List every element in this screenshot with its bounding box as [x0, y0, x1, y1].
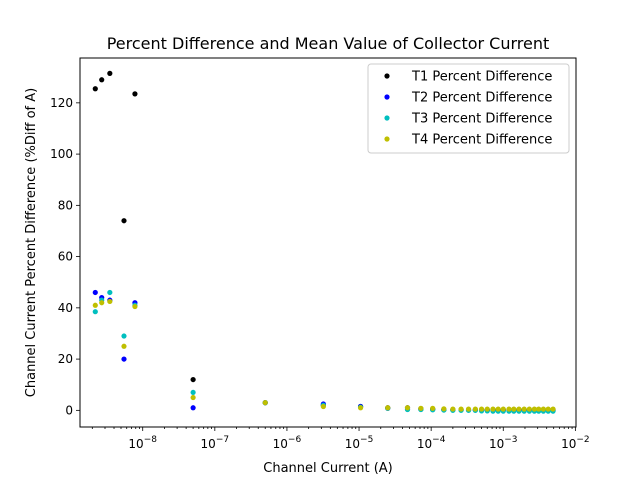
data-point	[190, 405, 196, 411]
x-axis-label: Channel Current (A)	[263, 461, 393, 476]
legend-label: T4 Percent Difference	[411, 133, 552, 148]
data-point	[132, 91, 138, 97]
x-tick-label: 10−4	[417, 435, 446, 451]
data-point	[511, 406, 517, 412]
legend-box	[367, 63, 570, 154]
data-point	[121, 343, 127, 349]
data-point	[500, 406, 506, 412]
data-point	[99, 300, 105, 306]
data-point	[132, 303, 138, 310]
series-3-points	[92, 289, 556, 414]
data-point	[121, 218, 127, 224]
data-point	[545, 406, 551, 412]
plot-frame	[79, 57, 577, 428]
legend: T1 Percent Difference T2 Percent Differen…	[367, 63, 570, 154]
data-point	[495, 406, 501, 412]
data-point	[430, 405, 436, 411]
data-point	[121, 356, 127, 362]
legend-label: T1 Percent Difference	[411, 70, 552, 85]
x-tick-label: 10−7	[201, 435, 230, 451]
data-point	[516, 406, 522, 412]
data-point	[99, 77, 105, 83]
legend-marker	[384, 115, 390, 121]
data-point	[190, 394, 196, 401]
x-tick-label: 10−8	[128, 435, 157, 451]
legend-marker	[384, 94, 390, 100]
y-tick-label: 80	[58, 198, 73, 212]
data-point	[190, 376, 196, 383]
x-tick-label: 10−6	[273, 435, 302, 451]
data-point	[472, 406, 478, 412]
data-points	[92, 70, 556, 414]
y-tick-label: 20	[58, 352, 73, 366]
data-point	[526, 406, 532, 412]
y-tick-label: 100	[50, 147, 73, 161]
data-point	[441, 406, 447, 412]
data-point	[320, 403, 326, 410]
data-point	[92, 309, 98, 315]
y-axis-ticks: 0 20 40 60 80 100 120	[50, 96, 80, 417]
data-point	[521, 406, 527, 412]
y-axis-label: Channel Current Percent Difference (%Dif…	[24, 88, 39, 397]
data-point	[262, 400, 268, 406]
data-point	[418, 405, 424, 411]
y-tick-label: 60	[58, 250, 73, 264]
y-tick-label: 40	[58, 301, 73, 315]
data-point	[190, 389, 196, 396]
data-point	[536, 406, 542, 412]
chart-title: Percent Difference and Mean Value of Col…	[107, 34, 550, 53]
x-axis-ticks: 10−8 10−7 10−6 10−5 10−4 10−3 10−2	[91, 427, 590, 451]
data-point	[92, 289, 98, 296]
legend-marker	[384, 136, 390, 142]
data-point	[484, 406, 490, 412]
series-4-points	[92, 298, 556, 412]
y-tick-label: 120	[50, 96, 73, 110]
data-point	[385, 405, 391, 411]
data-point	[531, 406, 537, 412]
data-point	[107, 70, 113, 76]
data-point	[404, 405, 411, 411]
x-tick-label: 10−5	[345, 435, 374, 451]
data-point	[478, 406, 485, 412]
data-point	[92, 302, 98, 308]
y-tick-label: 0	[65, 403, 73, 417]
data-point	[121, 333, 127, 339]
series-2-points	[92, 289, 556, 413]
x-tick-label: 10−3	[489, 435, 518, 451]
data-point	[107, 289, 113, 296]
data-point	[540, 406, 546, 412]
legend-marker	[384, 73, 390, 79]
data-point	[357, 405, 364, 411]
x-tick-label: 10−2	[561, 435, 590, 451]
data-point	[490, 406, 496, 412]
legend-label: T3 Percent Difference	[411, 112, 552, 127]
data-point	[107, 298, 113, 305]
data-point	[458, 406, 464, 412]
data-point	[92, 86, 98, 92]
data-point	[465, 406, 472, 412]
data-point	[550, 406, 556, 412]
legend-label: T2 Percent Difference	[411, 91, 552, 106]
data-point	[450, 406, 456, 412]
data-point	[506, 406, 512, 412]
